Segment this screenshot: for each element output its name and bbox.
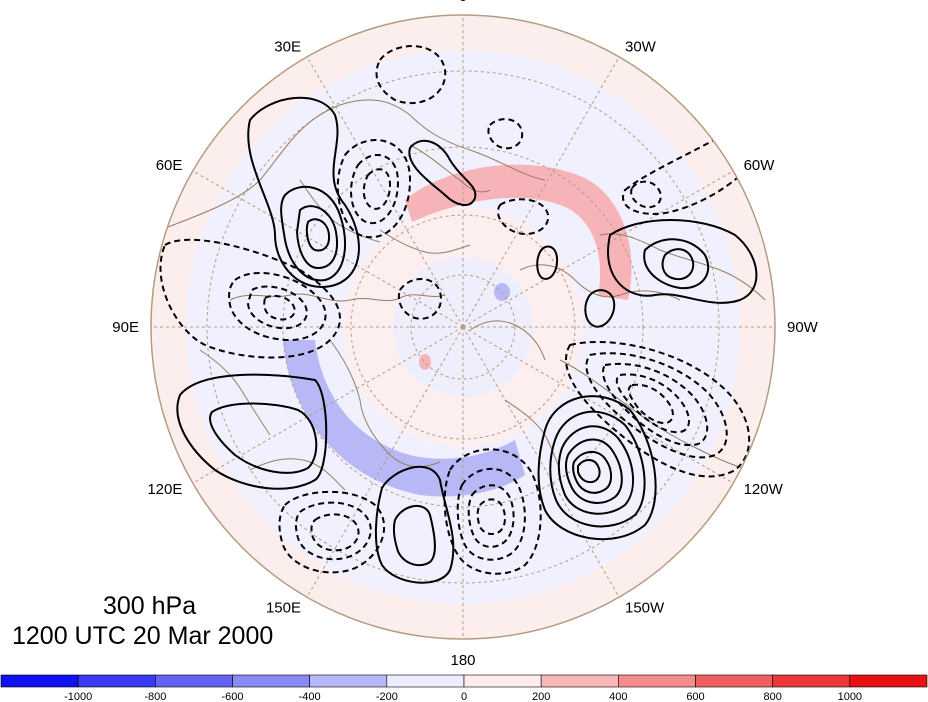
colorbar-label: 800 [763,691,781,702]
contour-dashed-140e-3 [310,513,360,552]
contour-solid-120e-inner [209,402,318,474]
valid-time-title: 1200 UTC 20 Mar 2000 [12,622,274,650]
polar-stereographic-map: 0 30E 30W 60E 60W 90E 90W 120E 120W 150E 150W 180 [112,0,818,669]
contour-dashed-80e-2 [228,272,327,342]
contour-dashed-40e-2 [350,154,400,225]
colorbar-box [232,674,310,688]
solid-contours [176,96,758,584]
contour-dashed-80e-1 [159,238,341,359]
contour-solid-150w-1 [537,395,657,541]
colorbar-label: -800 [144,691,166,702]
colorbar-label: 600 [686,691,704,702]
lon-label-120w: 120W [744,481,784,498]
contour-dashed-110w-4 [615,373,690,434]
colorbar-box [772,674,851,688]
contour-dashed-170w-1 [443,448,542,575]
contour-dashed-ne-atlantic [487,118,524,150]
contour-dashed-central [397,278,442,320]
lon-label-30e: 30E [274,38,301,55]
contour-dashed-170w-3 [467,484,515,548]
colorbar-label: 400 [609,691,627,702]
contour-dashed-140e-1 [278,490,386,574]
colorbar: -1000 -800 -600 -400 -200 0 200 400 600 800 1000 [0,674,928,702]
colorbar-label: -200 [376,691,398,702]
colorbar-box [155,674,233,688]
contour-solid-scandinavia [536,245,559,280]
colorbar-labels: -1000 -800 -600 -400 -200 0 200 400 600 800 1000 [64,691,862,702]
colorbar-box [463,674,542,688]
colorbar-box [618,674,696,688]
contour-solid-150w-2 [549,410,646,528]
contour-dashed-60w-small [630,180,662,209]
map-disk [151,15,775,639]
colorbar-label: 1000 [838,691,862,702]
lon-label-60w: 60W [744,157,776,174]
dashed-contours [159,45,764,575]
contour-dashed-110w-5 [627,383,674,425]
lon-label-180: 180 [450,652,475,669]
colorbar-box [849,674,928,688]
contour-solid-30e-inner [295,205,338,270]
colorbar-box [309,674,388,688]
positive-anomaly-arc [405,164,632,300]
colorbar-box [77,674,156,688]
colorbar-box [540,674,619,688]
lon-label-150e: 150E [266,600,301,617]
contour-solid-150w-core [577,459,601,484]
contour-dashed-140e-2 [294,501,372,561]
contour-solid-europe [408,139,477,206]
colorbar-label: 0 [461,691,467,702]
small-positive-spot [419,354,431,370]
lon-label-120e: 120E [147,481,182,498]
colorbar-box [386,674,465,688]
lon-label-0: 0 [459,0,467,5]
contour-solid-150w-5 [572,451,612,494]
coastlines [159,99,766,491]
map-boundary [150,14,776,640]
contour-dashed-80e-3 [246,285,308,330]
contour-dashed-170w-2 [456,467,526,561]
contour-solid-60w-outer [607,219,758,304]
colorbar-label: -1000 [64,691,92,702]
contour-solid-30e-core [305,218,331,252]
longitude-labels: 0 30E 30W 60E 60W 90E 90W 120E 120W 150E 150W 180 [112,0,818,669]
contour-dashed-arctic [496,198,550,235]
contour-solid-30e-mid [280,185,346,282]
contour-solid-60w-core [661,248,695,281]
contour-solid-30e-outer [247,96,360,288]
contour-dashed-40e-1 [336,139,412,239]
lon-label-30w: 30W [625,38,657,55]
colorbar-box [695,674,773,688]
colorbar-label: 200 [532,691,550,702]
colorbar-boxes [0,674,928,688]
contour-dashed-80e-4 [263,294,296,321]
colorbar-box [0,674,79,688]
contour-solid-120e-outer [176,373,328,490]
colorbar-label: -600 [221,691,243,702]
contour-solid-90w-small [584,289,616,328]
contour-dashed-60w [622,121,764,215]
contour-dashed-40e-3 [362,168,392,210]
negative-anomaly-arc [283,340,525,497]
contour-dashed-110w-1 [565,341,751,478]
lon-label-150w: 150W [625,600,665,617]
contour-solid-150w-4 [564,438,623,504]
lon-label-60e: 60E [156,157,183,174]
contour-dashed-110w-3 [602,362,709,447]
contour-dashed-north [375,45,447,105]
contour-solid-60w-inner [643,238,710,290]
lon-label-90e: 90E [112,319,139,336]
contour-solid-150e-inner [392,505,436,567]
lon-label-90w: 90W [787,319,819,336]
pressure-level-title: 300 hPa [103,592,197,620]
contour-solid-150w-3 [557,425,635,515]
colorbar-label: -400 [299,691,321,702]
